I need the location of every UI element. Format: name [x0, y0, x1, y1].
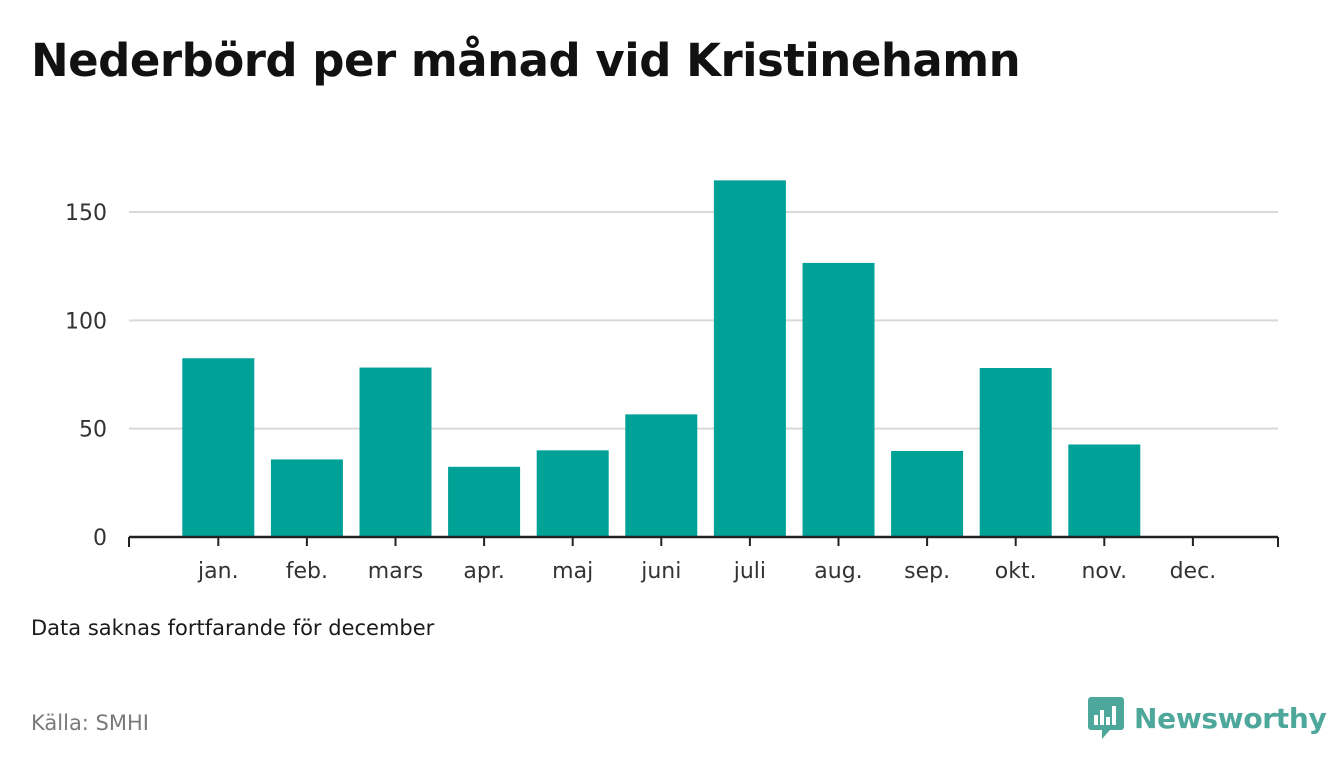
x-tick-label: feb.	[286, 559, 328, 584]
x-tick-label: mars	[368, 559, 423, 584]
y-tick-label: 50	[79, 418, 107, 443]
bar-okt	[979, 368, 1052, 537]
bar-maj	[536, 450, 609, 537]
x-tick-label: dec.	[1170, 559, 1217, 584]
x-axis-tick-labels: jan. feb. mars apr. maj juni juli aug. sep. okt. n…	[197, 559, 1216, 584]
chart-title: Nederbörd per månad vid Kristinehamn	[31, 34, 1021, 87]
x-tick-label: okt.	[995, 559, 1037, 584]
x-tick-label: apr.	[463, 559, 504, 584]
newsworthy-logo[interactable]: Newsworthy	[1088, 697, 1327, 739]
x-tick-label: aug.	[814, 559, 862, 584]
source-label: Källa: SMHI	[31, 711, 149, 735]
y-tick-label: 100	[65, 309, 107, 334]
bar-sep	[891, 450, 964, 537]
y-tick-label: 150	[65, 201, 107, 226]
bar-feb	[270, 459, 343, 537]
bar-juli	[713, 180, 786, 537]
chart-note: Data saknas fortfarande för december	[31, 616, 435, 640]
bar-mars	[359, 367, 432, 537]
gridlines	[129, 211, 1278, 430]
bar-chart: 0 50 100 150 jan. feb. mars apr. maj juni juli aug…	[65, 180, 1279, 584]
x-tick-label: nov.	[1081, 559, 1127, 584]
bars	[182, 180, 1141, 537]
newsworthy-logo-icon	[1088, 697, 1124, 739]
x-axis	[128, 535, 1279, 547]
y-tick-label: 0	[93, 526, 107, 551]
x-tick-label: sep.	[904, 559, 950, 584]
x-tick-label: juni	[640, 559, 681, 584]
bar-jan	[182, 358, 255, 537]
y-axis-tick-labels: 0 50 100 150	[65, 201, 107, 551]
bar-aug	[802, 262, 875, 537]
bar-juni	[625, 414, 698, 537]
newsworthy-logo-text: Newsworthy	[1134, 701, 1327, 735]
bar-nov	[1068, 444, 1141, 537]
x-tick-label: maj	[552, 559, 593, 584]
x-tick-label: jan.	[197, 559, 239, 584]
bar-apr	[448, 466, 521, 537]
x-tick-label: juli	[733, 559, 766, 584]
